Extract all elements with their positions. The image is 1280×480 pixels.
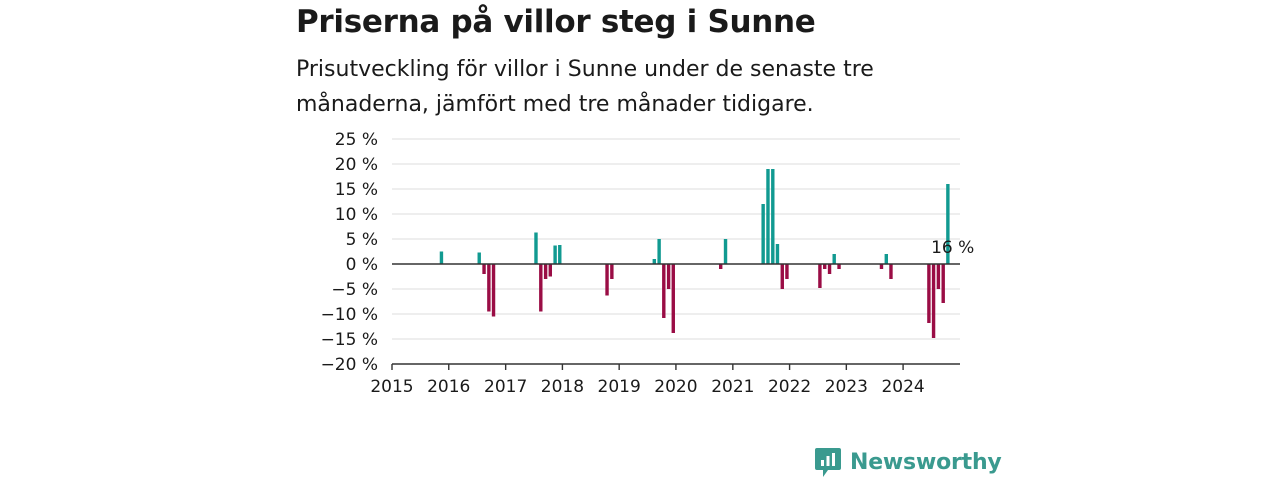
bar [543,264,548,279]
brand-name: Newsworthy [850,449,1002,475]
newsworthy-logo-icon [815,448,841,477]
bar [936,264,941,289]
x-tick-label: 2017 [484,377,527,397]
x-tick-label: 2020 [654,377,697,397]
x-tick-label: 2021 [711,377,754,397]
bar [487,264,491,312]
bar [652,259,657,264]
gridlines [392,138,960,340]
bar [657,239,661,264]
bar [827,264,832,274]
axes [391,263,960,370]
bar [605,264,609,296]
y-tick-label: 5 % [346,230,378,250]
bar [723,239,728,264]
bar [879,264,884,269]
y-tick-label: 10 % [335,205,378,225]
x-tick-label: 2015 [370,377,413,397]
x-tick-label: 2016 [427,377,470,397]
y-tick-label: 25 % [335,130,378,150]
bar [931,264,936,338]
bar [771,169,775,264]
bar [548,264,552,277]
bar [553,245,557,264]
bar [818,264,822,288]
chart-subtitle: Prisutveckling för villor i Sunne under … [296,57,874,117]
bar [491,264,496,317]
x-tick-label: 2019 [598,377,641,397]
bar [837,264,841,269]
bar [477,252,481,264]
bar [941,264,945,303]
y-tick-label: −10 % [321,305,378,325]
y-tick-label: 0 % [346,255,378,275]
bar [927,264,931,323]
y-tick-label: −15 % [321,330,378,350]
x-tick-label: 2018 [541,377,584,397]
y-tick-label: 15 % [335,180,378,200]
brand-logo: Newsworthy [814,446,1002,478]
x-tick-label: 2022 [768,377,811,397]
bar [761,204,765,264]
data-label: 16 % [931,238,974,258]
bar [766,169,770,264]
y-tick-label: −20 % [321,355,378,375]
bar [884,254,889,264]
bar [662,264,666,318]
bar [482,264,486,274]
bar [718,264,723,269]
bar [889,264,893,279]
y-tick-label: −5 % [331,280,378,300]
chart-title: Priserna på villor steg i Sunne [296,4,816,40]
bar [534,232,538,264]
bar [610,264,614,279]
bar [666,264,671,289]
bar [775,244,780,264]
labels: 25 % 20 % 15 % 10 % 5 % 0 % −5 % −10 % −15 % −20 … [321,130,975,397]
bar [671,264,675,333]
bar [439,251,444,264]
bar [832,254,836,264]
y-tick-label: 20 % [335,155,378,175]
bar [539,264,543,312]
bar [558,245,562,264]
bars [439,169,950,338]
bar [946,184,950,264]
bar [780,264,784,289]
x-tick-label: 2023 [825,377,868,397]
x-tick-label: 2024 [881,377,924,397]
bar [823,264,827,269]
bar [785,264,789,279]
